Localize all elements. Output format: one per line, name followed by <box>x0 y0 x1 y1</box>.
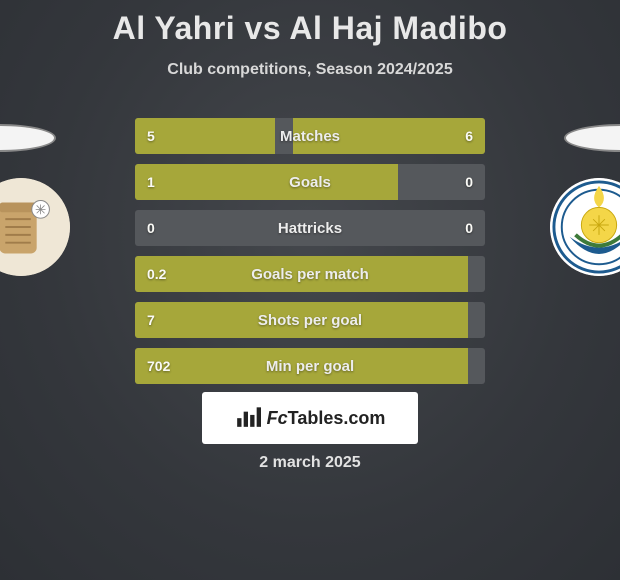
footer-date: 2 march 2025 <box>0 454 620 472</box>
brand-prefix: Fc <box>267 408 288 428</box>
stat-value-right: 0 <box>465 210 473 246</box>
stat-row-min-per-goal: 702 Min per goal <box>135 348 485 384</box>
brand-logo[interactable]: FcTables.com <box>202 392 418 444</box>
player-right-badge <box>550 178 620 276</box>
stat-row-matches: 5 Matches 6 <box>135 118 485 154</box>
stat-value-right: 0 <box>465 164 473 200</box>
page-subtitle: Club competitions, Season 2024/2025 <box>0 61 620 79</box>
stat-value-left: 0 <box>147 210 155 246</box>
stat-bar-left <box>135 302 468 338</box>
stat-bar-left <box>135 348 468 384</box>
brand-suffix: Tables.com <box>288 408 386 428</box>
page-title: Al Yahri vs Al Haj Madibo <box>0 0 620 47</box>
stat-row-hattricks: 0 Hattricks 0 <box>135 210 485 246</box>
stats-container: 5 Matches 6 1 Goals 0 0 Hattricks 0 0.2 … <box>135 118 485 394</box>
stat-label: Hattricks <box>135 210 485 246</box>
stat-bar-left <box>135 118 275 154</box>
player-left-flag <box>0 124 56 152</box>
stat-bar-left <box>135 256 468 292</box>
player-right-flag <box>564 124 620 152</box>
stat-row-goals: 1 Goals 0 <box>135 164 485 200</box>
stat-row-goals-per-match: 0.2 Goals per match <box>135 256 485 292</box>
bar-chart-icon <box>235 403 261 434</box>
brand-text: FcTables.com <box>267 408 386 429</box>
stat-bar-left <box>135 164 398 200</box>
stat-row-shots-per-goal: 7 Shots per goal <box>135 302 485 338</box>
player-left-badge <box>0 178 70 276</box>
stat-bar-right <box>293 118 486 154</box>
